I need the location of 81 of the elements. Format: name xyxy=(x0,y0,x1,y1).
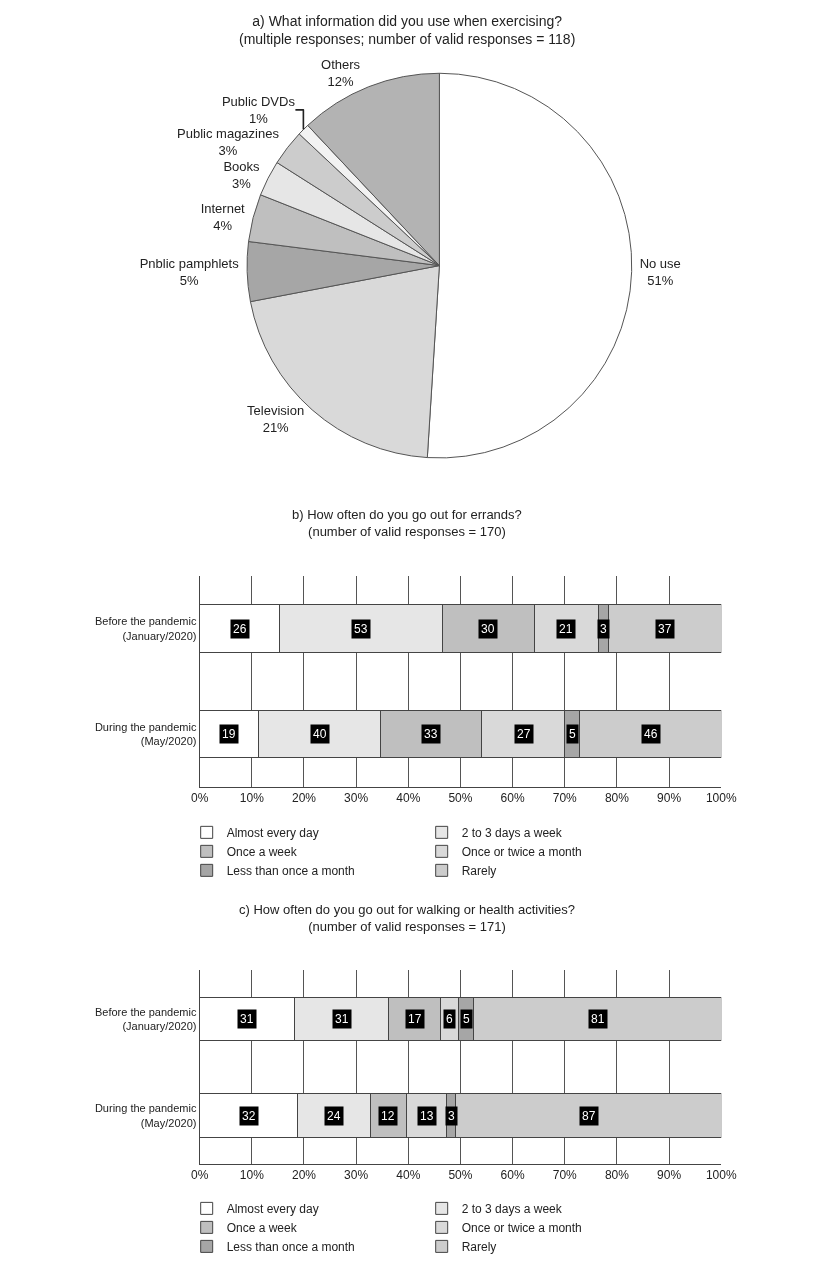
x-tick-label: 60% xyxy=(500,791,525,806)
annotation: 26 xyxy=(233,622,247,636)
x-tick-label: 60% xyxy=(500,1168,525,1183)
annotation: 6 xyxy=(446,1012,453,1026)
data-label: 12% xyxy=(327,73,355,89)
annotation: 87 xyxy=(582,1109,596,1123)
slice-label: Public magazines xyxy=(177,125,280,141)
annotation: 46 xyxy=(644,727,658,741)
legend-label: Once a week xyxy=(226,845,298,860)
x-tick-label: 70% xyxy=(552,1168,578,1183)
x-tick-label: 90% xyxy=(657,1168,682,1183)
annotation: 40 xyxy=(313,727,327,741)
annotation: 13 xyxy=(420,1109,434,1123)
legend-label: Almost every day xyxy=(226,826,319,841)
legend-label: Once a week xyxy=(226,1221,298,1236)
x-tick-label: 20% xyxy=(291,791,317,806)
x-tick-label: 40% xyxy=(396,791,421,806)
annotation: 12 xyxy=(381,1109,395,1123)
data-label: 3% xyxy=(232,175,252,191)
data-label: 1% xyxy=(249,110,269,126)
x-tick-label: 30% xyxy=(344,1168,369,1183)
data-label: 21% xyxy=(262,419,290,435)
slice-label: Others xyxy=(321,57,361,73)
x-tick-label: 80% xyxy=(604,791,630,806)
chart-title: c) How often do you go out for walking or health activities? (number of valid responses = 171) xyxy=(239,902,576,934)
data-label: 3% xyxy=(218,142,238,158)
legend-label: Once or twice a month xyxy=(461,1221,582,1236)
legend-label: Less than once a month xyxy=(226,864,355,879)
data-label: 4% xyxy=(213,217,233,233)
x-tick-label: 80% xyxy=(604,1168,630,1183)
annotation: 19 xyxy=(222,727,236,741)
annotation: 31 xyxy=(335,1012,349,1026)
legend-label: Once or twice a month xyxy=(461,845,582,860)
annotation: 3 xyxy=(448,1109,455,1123)
x-tick-label: 0% xyxy=(190,1168,209,1183)
slice-label: Internet xyxy=(200,200,246,216)
x-tick-label: 50% xyxy=(448,791,473,806)
x-tick-label: 40% xyxy=(396,1168,421,1183)
legend-label: 2 to 3 days a week xyxy=(461,1202,563,1217)
legend-label: Almost every day xyxy=(226,1202,319,1217)
slice-label: Television xyxy=(247,402,305,418)
annotation: 21 xyxy=(559,622,573,636)
chart-title: b) How often do you go out for errands? (number of valid responses = 170) xyxy=(292,507,522,539)
slice-label: Books xyxy=(223,159,261,175)
legend-label: Less than once a month xyxy=(226,1240,355,1255)
x-tick-label: 90% xyxy=(657,791,682,806)
x-tick-label: 50% xyxy=(448,1168,473,1183)
x-tick-label: 20% xyxy=(291,1168,317,1183)
slice-label: No use xyxy=(639,255,681,271)
x-tick-label: 100% xyxy=(705,1168,737,1183)
slice-label: Public DVDs xyxy=(221,93,296,109)
legend-label: Rarely xyxy=(461,864,497,879)
annotation: 33 xyxy=(424,727,438,741)
annotation: 27 xyxy=(517,727,531,741)
chart-title: a) What information did you use when exercising? (multiple responses; number of valid responses = 118) xyxy=(239,13,576,48)
data-label: 51% xyxy=(647,272,674,288)
x-tick-label: 100% xyxy=(705,791,737,806)
annotation: 3 xyxy=(600,622,607,636)
slice-label: Pnblic pamphlets xyxy=(139,255,240,271)
x-tick-label: 30% xyxy=(344,791,369,806)
legend-label: 2 to 3 days a week xyxy=(461,826,563,841)
annotation: 31 xyxy=(240,1012,254,1026)
annotation: 32 xyxy=(242,1109,256,1123)
x-tick-label: 70% xyxy=(552,791,578,806)
y-tick-label: Before the pandemic (January/2020) xyxy=(94,1005,197,1032)
annotation: 5 xyxy=(463,1012,470,1026)
annotation: 24 xyxy=(327,1109,341,1123)
x-tick-label: 10% xyxy=(239,1168,265,1183)
annotation: 5 xyxy=(569,727,576,741)
legend-label: Rarely xyxy=(461,1240,497,1255)
annotation: 37 xyxy=(658,622,672,636)
annotation: 53 xyxy=(354,622,368,636)
x-tick-label: 0% xyxy=(190,791,209,806)
y-tick-label: Before the pandemic (January/2020) xyxy=(94,615,197,642)
y-tick-label: During the pandemic (May/2020) xyxy=(94,1102,197,1129)
y-tick-label: During the pandemic (May/2020) xyxy=(94,720,197,748)
x-tick-label: 10% xyxy=(239,791,265,806)
annotation: 17 xyxy=(408,1012,422,1026)
data-label: 5% xyxy=(179,272,199,288)
annotation: 30 xyxy=(481,622,495,636)
annotation: 81 xyxy=(591,1012,605,1026)
